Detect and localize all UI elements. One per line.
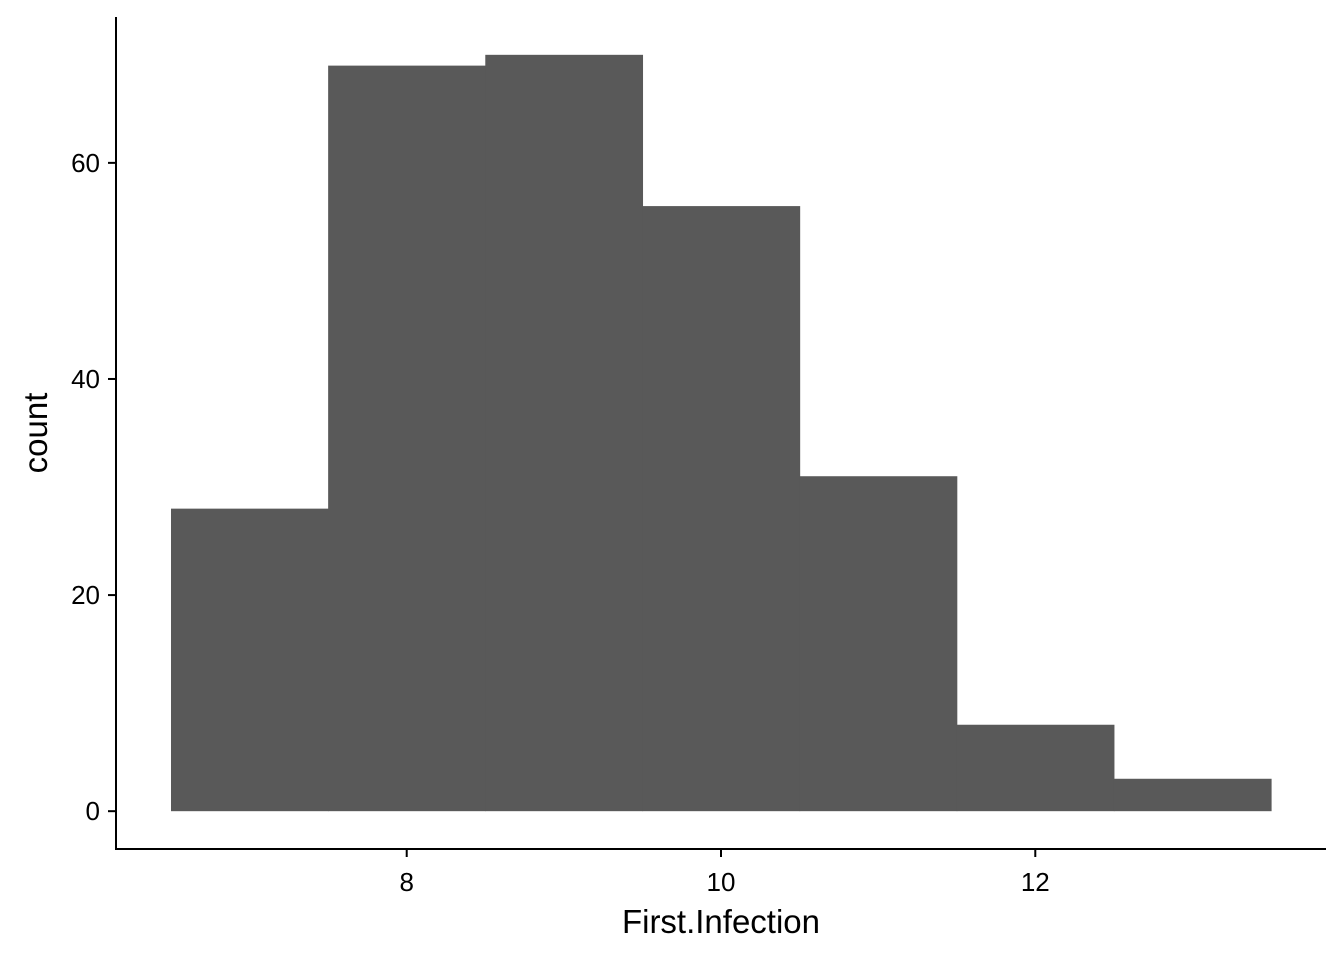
x-tick-label: 10 [707, 867, 736, 897]
histogram-bar-2 [328, 65, 486, 812]
histogram-bar-5 [799, 476, 958, 812]
histogram-bar-7 [1113, 778, 1272, 812]
x-tick-label: 8 [399, 867, 413, 897]
x-axis-ticks: 8 10 12 [399, 849, 1050, 897]
x-axis-title: First.Infection [622, 903, 820, 940]
histogram-bars [171, 54, 1272, 812]
axis-lines [115, 17, 1326, 850]
y-tick-label: 40 [71, 364, 100, 394]
y-axis-title: count [17, 393, 54, 474]
histogram-bar-6 [956, 724, 1115, 812]
y-tick-label: 0 [86, 796, 100, 826]
histogram-bar-1 [171, 508, 329, 812]
x-tick-label: 12 [1021, 867, 1050, 897]
y-axis-ticks: 0 20 40 60 [71, 148, 116, 826]
y-tick-label: 20 [71, 580, 100, 610]
y-tick-label: 60 [71, 148, 100, 178]
histogram-bar-4 [642, 206, 801, 812]
histogram-bar-3 [485, 54, 644, 812]
